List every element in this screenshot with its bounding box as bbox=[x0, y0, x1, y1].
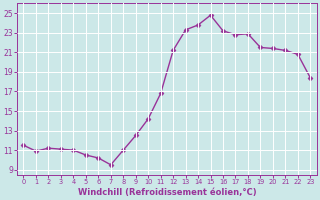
X-axis label: Windchill (Refroidissement éolien,°C): Windchill (Refroidissement éolien,°C) bbox=[77, 188, 256, 197]
